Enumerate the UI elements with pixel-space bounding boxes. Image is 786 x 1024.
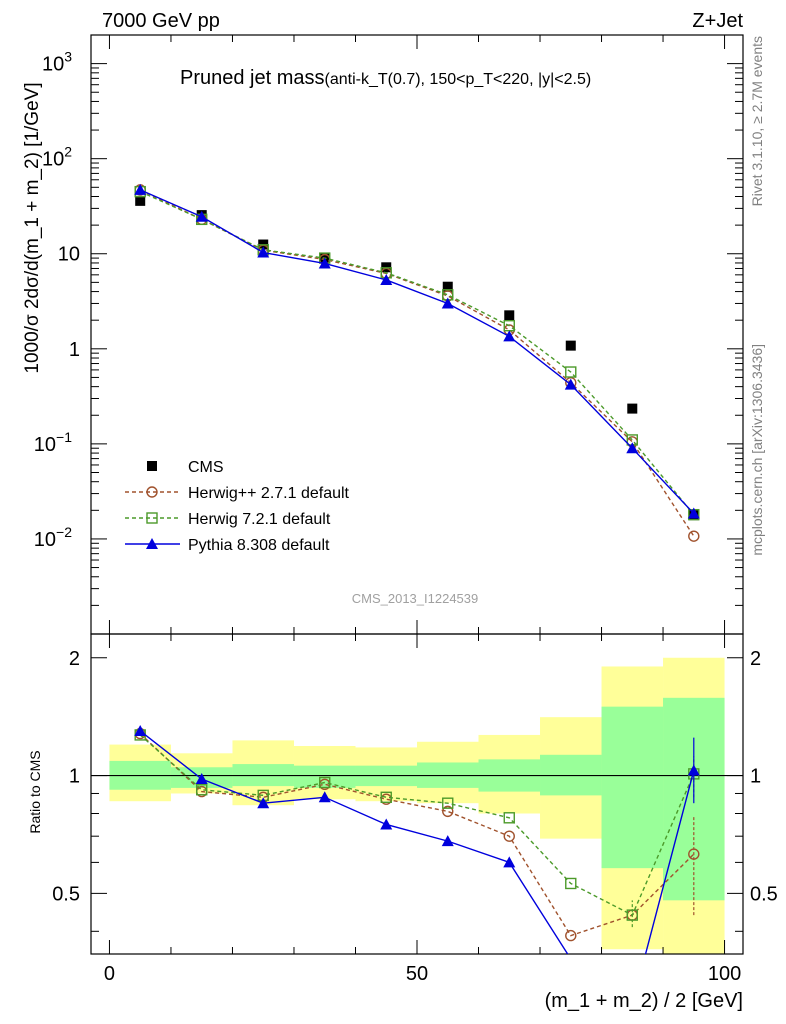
analysis-watermark: CMS_2013_I1224539 [352, 591, 479, 606]
legend: CMS Herwig++ 2.7.1 default Herwig 7.2.1 de… [125, 459, 350, 554]
ratio-line-herwigpp [139, 733, 695, 937]
x-tick-label: 100 [708, 963, 741, 985]
data-point-pythia [564, 378, 577, 390]
ratio-point-herwig7 [503, 812, 515, 824]
ratio-y-tick-label: 1 [69, 766, 80, 788]
ratio-y-tick-label: 2 [69, 648, 80, 670]
legend-label-pythia: Pythia 8.308 default [188, 537, 330, 554]
ratio-point-pythia [134, 724, 147, 736]
ratio-point-pythia [318, 791, 331, 803]
plot-title: Pruned jet mass(anti-k_T(0.7), 150<p_T<2… [180, 67, 591, 89]
legend-label-herwigpp: Herwig++ 2.7.1 default [188, 485, 350, 502]
ratio-y-axis-label: Ratio to CMS [27, 750, 43, 833]
series-line-pythia [139, 189, 695, 515]
legend-marker-herwig7 [146, 512, 158, 524]
ratio-y-tick-label: 0.5 [750, 883, 778, 905]
y-tick-label: 10−1 [34, 429, 72, 456]
ratio-point-herwig7 [319, 776, 331, 789]
ratio-point-herwig7 [565, 877, 577, 890]
band-inner-bin [601, 706, 664, 869]
ratio-point-pythia [441, 835, 454, 847]
data-point-pythia [626, 442, 639, 454]
ratio-point-pythia [195, 772, 208, 784]
data-point-herwigpp [688, 530, 700, 542]
band-inner-bin [293, 765, 356, 788]
header-left: 7000 GeV pp [102, 10, 220, 32]
ratio-point-herwigpp [688, 848, 700, 860]
series-line-herwigpp [139, 189, 695, 537]
ratio-point-herwig7 [380, 791, 392, 803]
ratio-point-pythia [503, 856, 516, 868]
x-axis-label: (m_1 + m_2) / 2 [GeV] [545, 990, 743, 1012]
x-tick-label: 0 [104, 963, 115, 985]
ratio-series-clipped [134, 724, 700, 954]
data-point-pythia [134, 183, 147, 195]
ratio-point-herwigpp [565, 929, 577, 942]
axis-ticks [91, 34, 743, 954]
data-point-pythia [195, 210, 208, 222]
data-point-cms [442, 281, 453, 292]
ratio-point-herwigpp [503, 830, 515, 842]
data-point-pythia [687, 507, 700, 519]
ratio-line-herwig7 [139, 734, 695, 917]
data-point-cms [565, 340, 576, 351]
ratio-y-tick-label: 0.5 [52, 883, 80, 905]
data-point-pythia [441, 297, 454, 309]
data-point-cms [504, 310, 515, 321]
data-point-cms [135, 195, 146, 206]
y-tick-label: 102 [42, 144, 72, 171]
legend-label-herwig7: Herwig 7.2.1 default [188, 511, 331, 528]
y-tick-label: 103 [42, 49, 72, 76]
ratio-point-herwig7 [442, 797, 454, 809]
x-tick-label: 50 [406, 963, 428, 985]
ratio-point-herwig7 [196, 784, 208, 796]
ratio-point-herwigpp [442, 805, 454, 818]
ratio-line-pythia [139, 730, 695, 954]
legend-marker-herwigpp [146, 486, 158, 498]
plot-title-detail: (anti-k_T(0.7), 150<p_T<220, |y|<2.5) [325, 71, 592, 88]
legend-marker-pythia [146, 538, 158, 549]
y-tick-label: 1 [69, 339, 80, 361]
data-point-pythia [318, 257, 331, 269]
data-point-pythia [380, 273, 393, 285]
legend-label-cms: CMS [188, 459, 224, 476]
ratio-y-tick-label: 1 [750, 766, 761, 788]
y-tick-label: 10−2 [34, 524, 72, 551]
ratio-y-tick-label: 2 [750, 648, 761, 670]
rivet-side-label: Rivet 3.1.10, ≥ 2.7M events [749, 36, 765, 206]
ratio-point-herwig7 [626, 909, 638, 921]
main-series-group [134, 183, 700, 542]
data-point-pythia [257, 246, 270, 258]
ratio-series-group [134, 724, 700, 954]
data-point-cms [627, 403, 638, 414]
data-point-pythia [503, 330, 516, 342]
main-y-axis-label: 1000/σ 2dσ/d(m_1 + m_2) [1/GeV] [22, 82, 43, 373]
plot-title-main: Pruned jet mass [180, 67, 325, 89]
legend-marker-cms [147, 461, 157, 471]
mcplots-side-label: mcplots.cern.ch [arXiv:1306.3436] [749, 344, 765, 556]
ratio-point-pythia [380, 818, 393, 830]
data-point-herwig7 [565, 366, 577, 378]
ratio-point-pythia [257, 797, 270, 809]
y-tick-label: 10 [58, 244, 80, 266]
ratio-point-pythia [687, 764, 700, 776]
header-right: Z+Jet [692, 10, 743, 32]
